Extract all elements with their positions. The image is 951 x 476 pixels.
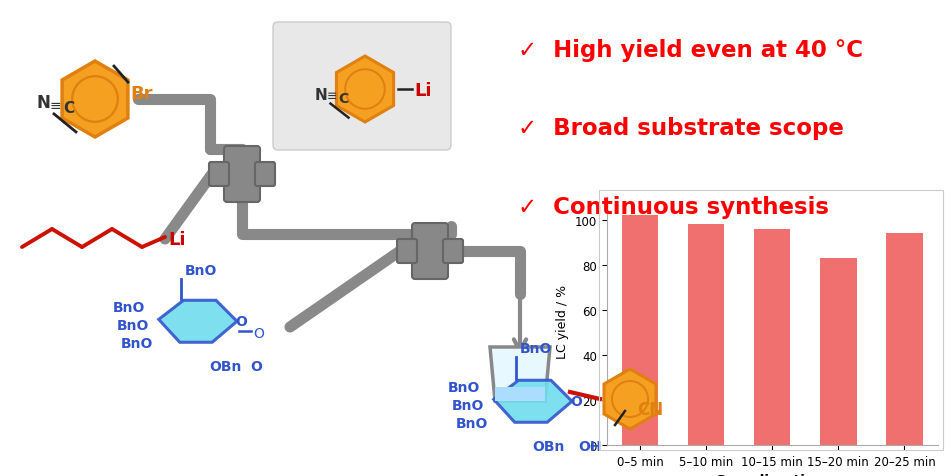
Text: BnO: BnO — [520, 341, 553, 355]
Text: Li: Li — [168, 230, 185, 248]
Polygon shape — [604, 369, 656, 429]
Text: O: O — [570, 394, 582, 408]
FancyBboxPatch shape — [224, 147, 260, 203]
FancyBboxPatch shape — [255, 163, 275, 187]
FancyBboxPatch shape — [443, 239, 463, 263]
Text: ✓  Continuous synthesis: ✓ Continuous synthesis — [518, 196, 829, 218]
Text: N: N — [36, 94, 50, 112]
Bar — [754, 229, 790, 445]
Polygon shape — [495, 387, 545, 401]
Text: ≡: ≡ — [326, 89, 337, 102]
Text: BnO: BnO — [121, 336, 153, 350]
Text: ≡: ≡ — [49, 99, 61, 113]
Y-axis label: LC yield / %: LC yield / % — [556, 284, 570, 358]
Text: ✓  High yield even at 40 °C: ✓ High yield even at 40 °C — [518, 39, 864, 61]
Text: BnO: BnO — [113, 300, 146, 314]
Text: OH: OH — [578, 439, 601, 453]
Polygon shape — [494, 380, 572, 422]
Text: O: O — [250, 359, 262, 373]
Text: O: O — [235, 314, 247, 328]
Polygon shape — [159, 301, 237, 343]
Text: O: O — [253, 327, 263, 340]
Polygon shape — [337, 57, 394, 123]
Text: BnO: BnO — [452, 398, 484, 412]
FancyBboxPatch shape — [412, 224, 448, 279]
Text: C: C — [339, 91, 349, 105]
Text: OBn: OBn — [209, 359, 242, 373]
FancyBboxPatch shape — [273, 23, 451, 151]
Text: BnO: BnO — [448, 380, 480, 394]
Text: BnO: BnO — [185, 263, 218, 278]
Text: OBn: OBn — [532, 439, 564, 453]
Text: C: C — [63, 101, 74, 116]
Bar — [688, 225, 725, 445]
Text: BnO: BnO — [456, 416, 489, 430]
Text: CN: CN — [637, 400, 663, 418]
Text: N: N — [315, 88, 327, 102]
Text: Li: Li — [414, 82, 432, 100]
Bar — [886, 234, 922, 445]
Text: BnO: BnO — [117, 318, 149, 332]
Bar — [820, 258, 857, 445]
Polygon shape — [62, 62, 127, 138]
Text: ✓  Broad substrate scope: ✓ Broad substrate scope — [518, 117, 844, 140]
FancyBboxPatch shape — [397, 239, 417, 263]
Text: Br: Br — [130, 85, 152, 103]
X-axis label: Sampling time: Sampling time — [716, 473, 828, 476]
Bar — [622, 216, 658, 445]
Polygon shape — [490, 347, 550, 401]
FancyBboxPatch shape — [209, 163, 229, 187]
